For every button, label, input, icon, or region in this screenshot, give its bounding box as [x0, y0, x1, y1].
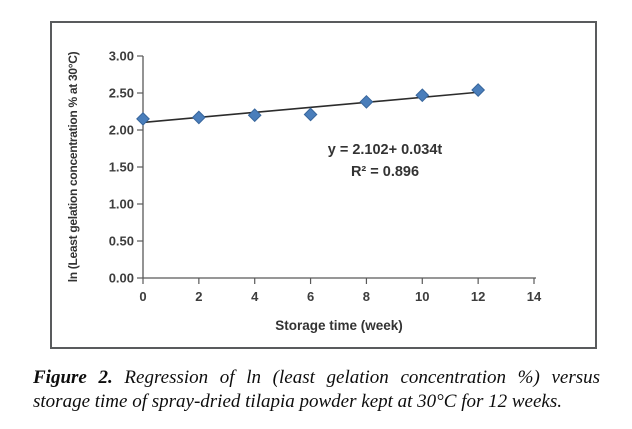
figure-caption-line2: storage time of spray-dried tilapia powd…	[33, 391, 562, 412]
x-axis-title: Storage time (week)	[275, 318, 403, 333]
y-tick-label: 1.50	[109, 160, 134, 175]
x-tick-label: 4	[251, 289, 259, 304]
trendline-equation-label: y = 2.102+ 0.034t	[328, 142, 443, 158]
y-axis-title: ln (Least gelation concentration % at 30…	[66, 51, 80, 282]
data-point-marker	[415, 88, 430, 103]
y-tick-label: 3.00	[109, 49, 134, 64]
data-point-marker	[136, 111, 150, 126]
figure-caption: Figure 2. Regression of ln (least gelati…	[33, 366, 600, 414]
x-tick-label: 6	[307, 289, 314, 304]
x-tick-label: 10	[415, 289, 429, 304]
r-squared-label: R² = 0.896	[351, 164, 419, 180]
figure-caption-line1: Figure 2. Regression of ln (least gelati…	[33, 366, 600, 390]
data-point-marker	[247, 108, 262, 123]
x-tick-label: 12	[471, 289, 485, 304]
x-tick-label: 0	[139, 289, 146, 304]
y-tick-label: 2.50	[109, 86, 134, 101]
x-tick-label: 8	[363, 289, 370, 304]
regression-chart: 0.000.501.001.502.002.503.000 2 4 6 8 10 12 14 …	[66, 49, 542, 334]
y-tick-label: 0.50	[109, 234, 134, 249]
data-point-marker	[191, 110, 206, 125]
figure-caption-line1-text: Regression of ln (least gelation concent…	[124, 367, 601, 388]
data-point-marker	[359, 94, 374, 109]
data-point-marker	[303, 107, 318, 122]
y-tick-label: 1.00	[109, 197, 134, 212]
x-tick-label: 14	[527, 289, 542, 304]
x-tick-label: 2	[195, 289, 202, 304]
data-point-marker	[471, 83, 486, 97]
figure-caption-label: Figure 2.	[33, 367, 113, 388]
y-tick-label: 2.00	[109, 123, 134, 138]
y-tick-label: 0.00	[109, 271, 134, 286]
chart-frame: 0.00 0.50 1.00 1.50 2.00 2.50 3.00 0 2 4 6 8 10 12 14 …	[50, 21, 597, 349]
chart-generated-layer: 0.00 0.50 1.00 1.50 2.00 2.50 3.00 0 2 4 6 8 10 12 14	[109, 49, 542, 305]
